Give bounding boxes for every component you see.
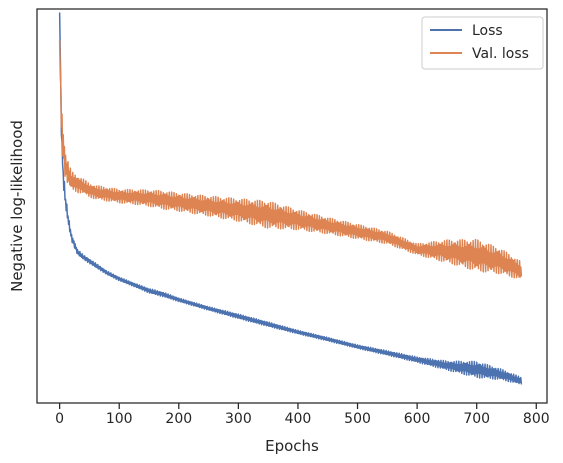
- x-tick-label-800: 800: [523, 411, 550, 427]
- x-axis-title: Epochs: [265, 437, 319, 455]
- legend: Loss Val. loss: [421, 16, 544, 70]
- x-tick-label-0: 0: [55, 411, 64, 427]
- x-axis: 0 100 200 300 400 500 600 700 800: [55, 403, 550, 427]
- x-tick-label-700: 700: [463, 411, 490, 427]
- legend-label-val-loss: Val. loss: [472, 46, 529, 62]
- series-layer: [58, 12, 523, 385]
- x-tick-label-200: 200: [165, 411, 192, 427]
- plot-background: [37, 9, 547, 403]
- series-line-loss: [58, 12, 523, 385]
- legend-label-loss: Loss: [472, 23, 503, 39]
- series-line-val-loss: [58, 40, 523, 279]
- x-tick-label-600: 600: [404, 411, 431, 427]
- x-tick-label-500: 500: [344, 411, 371, 427]
- x-tick-label-100: 100: [106, 411, 133, 427]
- plot-frame: [36, 8, 548, 404]
- x-tick-label-400: 400: [285, 411, 312, 427]
- y-axis-title: Negative log-likelihood: [8, 120, 26, 292]
- x-tick-label-300: 300: [225, 411, 252, 427]
